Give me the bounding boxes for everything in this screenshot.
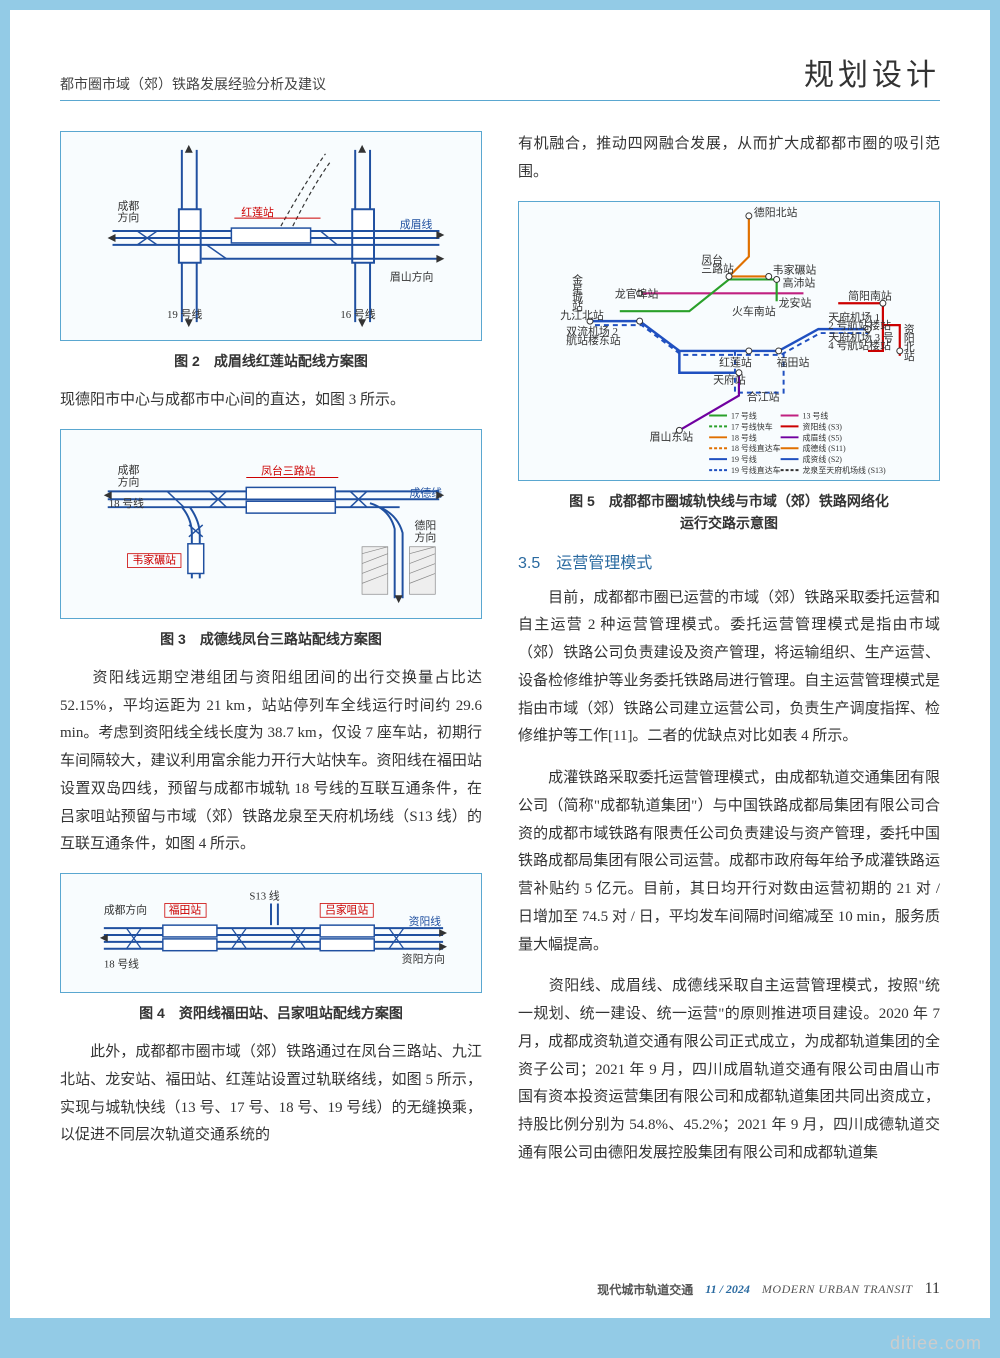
svg-text:18 号线: 18 号线 — [109, 496, 144, 510]
page: 都市圈市域（郊）铁路发展经验分析及建议 规划设计 — [10, 10, 990, 1318]
figure-5-svg: 德阳北站 凤台 三路站 韦家碾站 高沛站 龙安站 九江北站 双流机场 2 航站楼… — [519, 202, 939, 480]
svg-text:19 号线: 19 号线 — [731, 454, 757, 464]
figure-2-box: 成都方向 红莲站 成眉线 眉山方向 19 号线 16 号线 — [60, 131, 482, 341]
figure-4-caption: 图 4 资阳线福田站、吕家咀站配线方案图 — [60, 1003, 482, 1023]
svg-text:福田站: 福田站 — [777, 354, 810, 368]
footer-page-number: 11 — [925, 1280, 940, 1298]
right-column: 有机融合，推动四网融合发展，从而扩大成都都市圈的吸引范围。 — [518, 131, 940, 1182]
left-column: 成都方向 红莲站 成眉线 眉山方向 19 号线 16 号线 图 2 成眉线红莲站… — [60, 131, 482, 1182]
svg-text:成都方向: 成都方向 — [104, 902, 147, 916]
figure-5-caption-line1: 图 5 成都都市圈城轨快线与市域（郊）铁路网络化 — [518, 491, 940, 511]
figure-3-caption: 图 3 成德线凤台三路站配线方案图 — [60, 629, 482, 649]
svg-text:16 号线: 16 号线 — [340, 307, 375, 321]
section-3-5-title: 3.5 运营管理模式 — [518, 549, 940, 573]
svg-text:资阳方向: 资阳方向 — [402, 952, 445, 966]
footer-journal-en: MODERN URBAN TRANSIT — [762, 1282, 913, 1297]
right-top-paragraph: 有机融合，推动四网融合发展，从而扩大成都都市圈的吸引范围。 — [518, 131, 940, 187]
svg-text:龙泉至天府机场线 (S13): 龙泉至天府机场线 (S13) — [802, 465, 885, 475]
svg-text:航站楼东站: 航站楼东站 — [566, 332, 621, 346]
figure-4-svg: 成都方向 福田站 S13 线 吕家咀站 资阳线 资阳方向 18 号线 — [61, 874, 481, 992]
svg-text:17 号线快车: 17 号线快车 — [731, 421, 773, 431]
paragraph-after-fig2: 现德阳市中心与成都市中心间的直达，如图 3 所示。 — [60, 387, 482, 415]
svg-text:成眉线 (S5): 成眉线 (S5) — [802, 432, 842, 442]
section-3-5-p1: 目前，成都都市圈已运营的市域（郊）铁路采取委托运营和自主运营 2 种运营管理模式… — [518, 585, 940, 752]
page-footer: 现代城市轨道交通 11 / 2024 MODERN URBAN TRANSIT … — [597, 1280, 940, 1298]
svg-text:简阳南站: 简阳南站 — [848, 288, 892, 302]
figure-2-svg: 成都方向 红莲站 成眉线 眉山方向 19 号线 16 号线 — [61, 132, 481, 340]
figure-2-caption: 图 2 成眉线红莲站配线方案图 — [60, 351, 482, 371]
svg-text:凤台三路站: 凤台三路站 — [261, 463, 315, 477]
paragraph-after-fig3: 资阳线远期空港组团与资阳组团间的出行交换量占比达 52.15%，平均运距为 21… — [60, 665, 482, 859]
svg-text:眉山方向: 眉山方向 — [390, 270, 434, 284]
svg-text:2 号航站楼站: 2 号航站楼站 — [828, 318, 891, 332]
svg-text:眉山东站: 眉山东站 — [650, 429, 694, 443]
running-title: 都市圈市域（郊）铁路发展经验分析及建议 — [60, 74, 326, 94]
svg-text:成德线 (S11): 成德线 (S11) — [802, 443, 845, 453]
svg-text:天府站: 天府站 — [713, 372, 746, 386]
svg-text:13 号线: 13 号线 — [802, 410, 828, 420]
svg-text:17 号线: 17 号线 — [731, 410, 757, 420]
svg-text:火车南站: 火车南站 — [732, 304, 776, 318]
svg-text:韦家碾站: 韦家碾站 — [132, 552, 176, 566]
svg-text:成都方向: 成都方向 — [118, 463, 140, 488]
paragraph-after-fig4: 此外，成都都市圈市域（郊）铁路通过在凤台三路站、九江北站、龙安站、福田站、红莲站… — [60, 1039, 482, 1150]
svg-text:18 号线: 18 号线 — [731, 432, 757, 442]
svg-text:18 号线: 18 号线 — [104, 956, 139, 970]
svg-text:成眉线: 成眉线 — [400, 217, 433, 231]
svg-text:站: 站 — [904, 348, 915, 362]
figure-5-box: 德阳北站 凤台 三路站 韦家碾站 高沛站 龙安站 九江北站 双流机场 2 航站楼… — [518, 201, 940, 481]
svg-text:4 号航站楼站: 4 号航站楼站 — [828, 337, 891, 351]
svg-text:德阳方向: 德阳方向 — [414, 518, 436, 544]
svg-text:韦家碾站: 韦家碾站 — [773, 262, 817, 276]
figure-3-svg: 成都方向 18 号线 凤台三路站 成德线 德阳方向 韦家碾站 — [61, 430, 481, 618]
svg-text:福田站: 福田站 — [169, 902, 202, 916]
section-3-5-p2: 成灌铁路采取委托运营管理模式，由成都轨道交通集团有限公司（简称"成都轨道集团"）… — [518, 765, 940, 959]
svg-text:S13 线: S13 线 — [249, 889, 280, 903]
svg-text:资阳线: 资阳线 — [409, 914, 442, 928]
section-3-5-p3: 资阳线、成眉线、成德线采取自主运营管理模式，按照"统一规划、统一建设、统一运营"… — [518, 973, 940, 1167]
svg-text:资阳线 (S3): 资阳线 (S3) — [802, 421, 842, 431]
watermark: ditiee.com — [890, 1333, 982, 1354]
two-column-layout: 成都方向 红莲站 成眉线 眉山方向 19 号线 16 号线 图 2 成眉线红莲站… — [60, 131, 940, 1182]
figure-3-box: 成都方向 18 号线 凤台三路站 成德线 德阳方向 韦家碾站 — [60, 429, 482, 619]
svg-text:龙官埠站: 龙官埠站 — [615, 286, 659, 300]
svg-text:红莲站: 红莲站 — [719, 354, 752, 368]
svg-text:18 号线直达车: 18 号线直达车 — [731, 443, 781, 453]
svg-text:19 号线直达车: 19 号线直达车 — [731, 465, 781, 475]
figure-4-box: 成都方向 福田站 S13 线 吕家咀站 资阳线 资阳方向 18 号线 — [60, 873, 482, 993]
svg-text:吕家咀站: 吕家咀站 — [325, 902, 368, 916]
footer-issue: 11 / 2024 — [705, 1282, 750, 1297]
footer-journal-cn: 现代城市轨道交通 — [597, 1281, 693, 1298]
svg-text:德阳北站: 德阳北站 — [754, 204, 798, 218]
svg-text:红莲站: 红莲站 — [241, 205, 274, 219]
svg-text:成资线 (S2): 成资线 (S2) — [802, 454, 842, 464]
svg-text:合江站: 合江站 — [747, 389, 780, 403]
figure-5-caption-line2: 运行交路示意图 — [518, 513, 940, 533]
page-header: 都市圈市域（郊）铁路发展经验分析及建议 规划设计 — [60, 50, 940, 101]
svg-text:龙安站: 龙安站 — [779, 295, 812, 309]
svg-text:三路站: 三路站 — [701, 261, 734, 275]
svg-text:成都方向: 成都方向 — [117, 199, 139, 224]
svg-text:19 号线: 19 号线 — [167, 307, 202, 321]
svg-text:站: 站 — [572, 299, 583, 313]
svg-text:高沛站: 高沛站 — [783, 275, 816, 289]
section-category: 规划设计 — [804, 50, 940, 94]
